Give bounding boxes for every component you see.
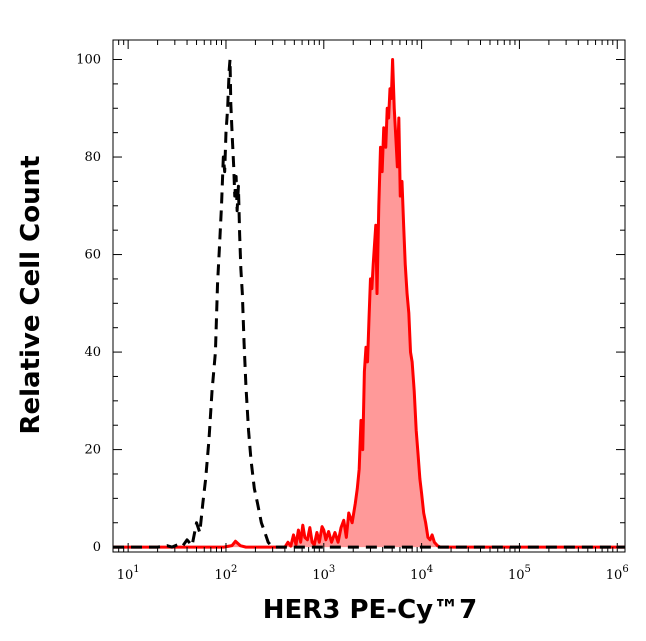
y-tick-label: 80 bbox=[84, 150, 101, 165]
y-tick-label: 20 bbox=[84, 443, 101, 458]
x-tick-label: 104 bbox=[410, 564, 433, 583]
series-layer bbox=[113, 58, 625, 549]
y-tick-label: 0 bbox=[93, 540, 101, 555]
series-line-solid bbox=[113, 58, 625, 549]
y-tick-label: 40 bbox=[84, 345, 101, 360]
x-tick-label: 102 bbox=[215, 564, 238, 583]
y-axis: 0 20 40 60 80 100 bbox=[76, 53, 625, 555]
x-tick-label: 106 bbox=[606, 564, 629, 583]
series-line-dashed bbox=[113, 58, 625, 549]
y-tick-label: 60 bbox=[84, 248, 101, 263]
x-tick-label: 103 bbox=[312, 564, 335, 583]
x-tick-label: 105 bbox=[508, 564, 531, 583]
series-fill-solid bbox=[113, 59, 625, 548]
x-axis: 101 102 103 104 105 106 bbox=[112, 40, 629, 583]
y-tick-label: 100 bbox=[76, 53, 101, 68]
x-tick-label: 101 bbox=[117, 564, 140, 583]
x-axis-title: HER3 PE-Cy™7 bbox=[263, 595, 477, 625]
y-axis-title: Relative Cell Count bbox=[16, 155, 46, 434]
